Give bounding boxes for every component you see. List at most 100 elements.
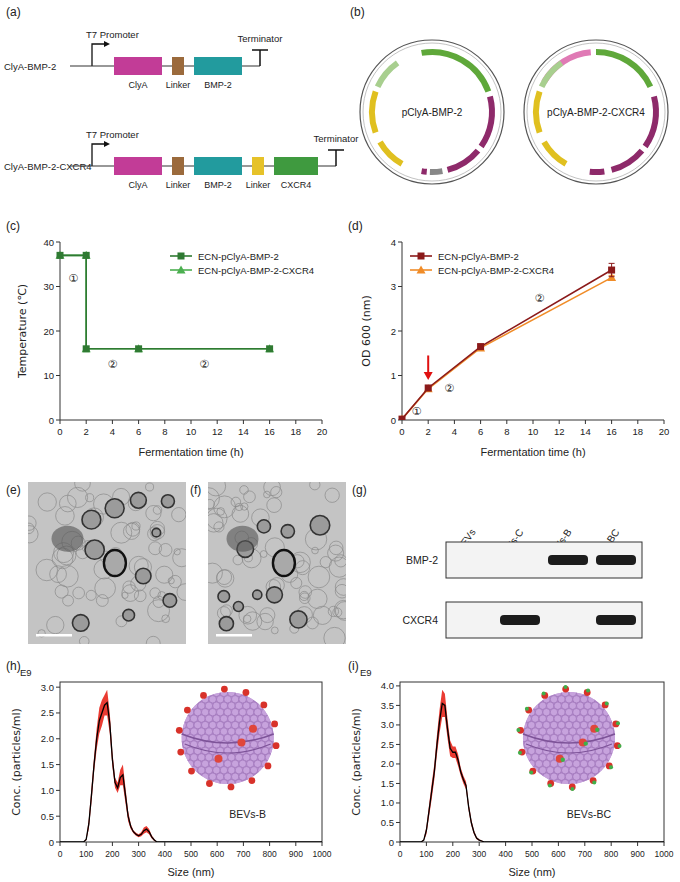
lipid bbox=[198, 702, 205, 709]
lipid bbox=[629, 728, 636, 735]
lipid bbox=[535, 683, 542, 690]
lipid bbox=[565, 773, 572, 780]
lipid bbox=[595, 696, 602, 703]
tem-texture-ring bbox=[177, 584, 186, 601]
tem-texture-ring bbox=[86, 590, 96, 600]
plasmid-feature bbox=[380, 142, 402, 164]
lipid bbox=[562, 702, 569, 709]
annotation: ① bbox=[68, 272, 78, 285]
promoter-label: T7 Promoter bbox=[86, 29, 139, 40]
plasmid-map: pClyA-BMP-2-CXCR4 bbox=[524, 40, 668, 184]
y-tick bbox=[396, 842, 400, 843]
lipid bbox=[261, 709, 268, 716]
x-tick-label: 100 bbox=[79, 849, 93, 859]
lipid bbox=[284, 696, 291, 703]
lipid bbox=[599, 715, 606, 722]
lipid bbox=[276, 773, 283, 780]
lipid bbox=[209, 696, 216, 703]
y-tick-label: 40 bbox=[43, 237, 54, 248]
lipid bbox=[288, 728, 295, 735]
lipid bbox=[231, 709, 238, 716]
lipid bbox=[186, 721, 193, 728]
lipid bbox=[509, 779, 516, 786]
vesicle-body bbox=[523, 692, 615, 784]
x-tick bbox=[191, 842, 192, 846]
lipid bbox=[547, 779, 554, 786]
vesicle-cut bbox=[526, 744, 612, 753]
surface-protein bbox=[547, 780, 554, 787]
surface-protein bbox=[519, 749, 526, 756]
lipid bbox=[610, 709, 617, 716]
series-line bbox=[402, 270, 612, 419]
lipid bbox=[209, 734, 216, 741]
panel-label: (e) bbox=[6, 483, 21, 497]
part-label: BMP-2 bbox=[204, 80, 232, 90]
surface-protein bbox=[273, 742, 280, 749]
lipid bbox=[194, 773, 201, 780]
lipid bbox=[209, 709, 216, 716]
y-tick-label: 0 bbox=[49, 415, 54, 426]
x-tick bbox=[454, 420, 455, 424]
lipid bbox=[614, 767, 621, 774]
plasmid-feature bbox=[422, 168, 427, 175]
lipid bbox=[550, 786, 557, 793]
lipid bbox=[603, 773, 610, 780]
lipid bbox=[288, 767, 295, 774]
tem-dark-region bbox=[52, 526, 84, 552]
lipid bbox=[520, 696, 527, 703]
lipid bbox=[569, 728, 576, 735]
lipid bbox=[228, 728, 235, 735]
lipid bbox=[269, 773, 276, 780]
chart: (d)0246810121416182001234Fermentation ti… bbox=[348, 219, 669, 458]
tem-texture-ring bbox=[335, 584, 346, 598]
tem-texture-ring bbox=[146, 636, 160, 644]
plasmid-feature bbox=[590, 168, 605, 175]
lipid bbox=[539, 741, 546, 748]
lipid bbox=[273, 702, 280, 709]
lipid bbox=[565, 760, 572, 767]
x-tick bbox=[479, 842, 480, 846]
data-point bbox=[608, 267, 615, 274]
lipid bbox=[198, 741, 205, 748]
lipid bbox=[276, 709, 283, 716]
lipid bbox=[618, 709, 625, 716]
lipid bbox=[625, 747, 632, 754]
lipid bbox=[258, 715, 265, 722]
surface-protein bbox=[228, 783, 235, 790]
x-tick bbox=[506, 420, 507, 424]
tem-texture-ring bbox=[73, 587, 85, 599]
tem-texture-ring bbox=[299, 586, 312, 599]
lipid bbox=[547, 728, 554, 735]
lipid bbox=[622, 767, 629, 774]
lipid bbox=[265, 779, 272, 786]
lipid bbox=[265, 715, 272, 722]
lipid bbox=[183, 689, 190, 696]
plot-frame bbox=[400, 682, 664, 842]
plot-data bbox=[60, 690, 322, 842]
lipid bbox=[284, 747, 291, 754]
lipid bbox=[183, 779, 190, 786]
tem-texture-ring bbox=[335, 579, 346, 596]
lipid bbox=[618, 773, 625, 780]
tem-texture-ring bbox=[267, 498, 282, 513]
lipid bbox=[250, 702, 257, 709]
terminator bbox=[252, 49, 268, 51]
x-tick-label: 300 bbox=[132, 849, 146, 859]
surface-protein bbox=[206, 780, 213, 787]
lipid bbox=[190, 754, 197, 761]
lipid bbox=[220, 767, 227, 774]
lipid bbox=[198, 767, 205, 774]
lipid bbox=[599, 779, 606, 786]
plasmid-feature bbox=[536, 91, 540, 132]
tem-vesicle bbox=[257, 520, 270, 533]
x-tick bbox=[269, 842, 270, 846]
lipid bbox=[603, 683, 610, 690]
x-tick-label: 200 bbox=[105, 849, 119, 859]
lipid bbox=[625, 696, 632, 703]
lipid bbox=[250, 689, 257, 696]
lipid bbox=[280, 689, 287, 696]
lipid bbox=[554, 702, 561, 709]
series-line bbox=[402, 278, 612, 420]
surface-protein bbox=[618, 744, 622, 748]
lipid bbox=[235, 702, 242, 709]
